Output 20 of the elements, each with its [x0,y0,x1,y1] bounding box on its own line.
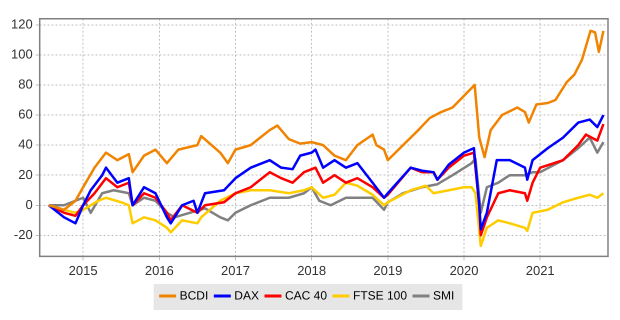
legend-label: FTSE 100 [353,288,408,302]
y-tick-label: 80 [18,76,33,92]
x-tick-label: 2015 [68,262,98,278]
x-tick-label: 2017 [221,262,250,278]
y-tick-label: 60 [18,106,33,122]
legend-label: BCDI [180,288,208,302]
x-tick-label: 2016 [144,262,174,278]
legend-label: CAC 40 [284,288,328,302]
x-tick-label: 2019 [373,262,402,278]
x-tick-label: 2020 [450,262,478,278]
y-tick-label: 0 [25,196,33,212]
y-tick-label: 120 [10,16,33,32]
legend-label: DAX [234,288,259,302]
y-tick-label: 20 [18,166,33,182]
y-tick-label: -20 [14,226,33,242]
y-tick-label: 40 [18,136,33,152]
y-tick-label: 100 [10,46,33,62]
x-tick-label: 2021 [526,262,555,278]
legend-label: SMI [433,288,454,302]
x-tick-label: 2018 [297,262,326,278]
